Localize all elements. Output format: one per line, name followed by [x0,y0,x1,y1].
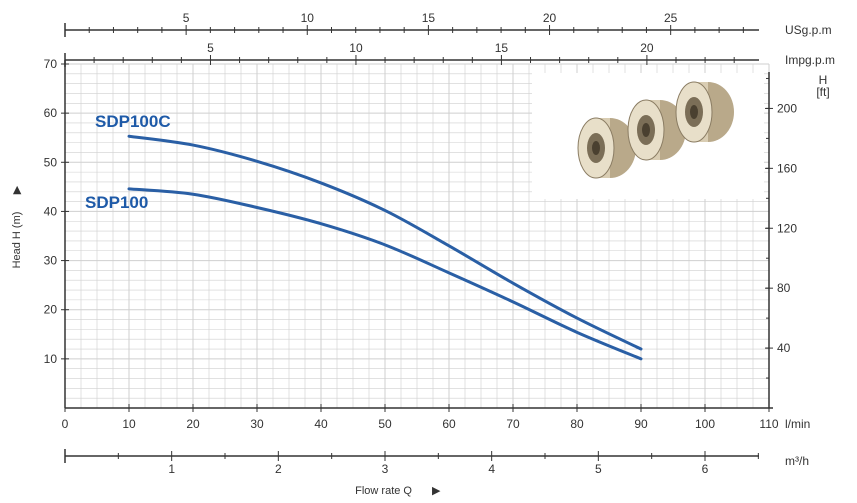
secondary-x-unit: USg.p.m [785,23,832,37]
y-axis-arrow: ▶ [11,185,23,194]
x-tick-label: 90 [634,417,648,431]
plot-frame [64,60,773,409]
pump-stage-1 [577,117,636,179]
x-tick-label: 30 [250,417,264,431]
secondary-x-tick-label: 10 [349,41,363,55]
grid [64,63,770,409]
x-tick-label: 10 [122,417,136,431]
pump-stage-3 [675,81,734,143]
x-tick-label: 110 [759,417,778,431]
y-tick-label: 20 [44,303,58,317]
y-right-tick-label: 40 [777,341,791,355]
secondary-x-tick-label: 10 [301,11,315,25]
y-tick-label: 70 [44,57,58,71]
x-tick-label: 70 [506,417,520,431]
secondary-x-tick-label: 3 [382,462,389,476]
x-tick-label: 40 [314,417,328,431]
y-right-unit-sub: [ft] [816,85,829,99]
x-tick-label: 20 [186,417,200,431]
y-axis-title: Head H (m) [11,212,23,269]
secondary-x-tick-label: 20 [640,41,654,55]
curve-sdp100c [127,134,643,351]
pump-stage-2 [627,99,686,161]
y-tick-label: 30 [44,254,58,268]
secondary-x-tick-label: 6 [702,462,709,476]
secondary-x-unit: m³/h [785,454,809,468]
secondary-x-unit: Impg.p.m [785,53,835,67]
y-right-tick-label: 160 [777,161,797,175]
secondary-x-tick-label: 15 [422,11,436,25]
secondary-x-tick-label: 5 [595,462,602,476]
secondary-x-tick-label: 1 [168,462,175,476]
y-right-tick-label: 80 [777,281,791,295]
y-right-tick-label: 120 [777,221,797,235]
pump-stage-hub [642,123,650,137]
y-right-unit: H [819,73,828,87]
secondary-x-tick-label: 25 [664,11,678,25]
secondary-x-tick-label: 4 [488,462,495,476]
pump-stage-hub [690,105,698,119]
series-label-sdp100c: SDP100C [95,112,171,131]
secondary-x-tick-label: 20 [543,11,557,25]
curves [127,134,643,361]
x-tick-label: 60 [442,417,456,431]
x-tick-label: 50 [378,417,392,431]
secondary-x-tick-label: 15 [495,41,509,55]
product-photo [532,73,764,199]
secondary-x-tick-label: 2 [275,462,282,476]
x-unit: l/min [785,417,810,431]
series-labels: SDP100C SDP100 [85,112,171,212]
y-tick-label: 10 [44,352,58,366]
x-axis-title: Flow rate Q [355,485,412,497]
y-tick-label: 60 [44,106,58,120]
y-tick-label: 40 [44,204,58,218]
x-tick-label: 0 [62,417,69,431]
x-tick-label: 100 [695,417,715,431]
secondary-x-tick-label: 5 [207,41,214,55]
x-tick-label: 80 [570,417,584,431]
pump-stage-hub [592,141,600,155]
y-tick-label: 50 [44,155,58,169]
curve-sdp100 [127,187,643,361]
x-axis-arrow: ▶ [432,485,441,497]
series-label-sdp100: SDP100 [85,193,148,212]
y-right-tick-label: 200 [777,101,797,115]
secondary-x-tick-label: 5 [183,11,190,25]
